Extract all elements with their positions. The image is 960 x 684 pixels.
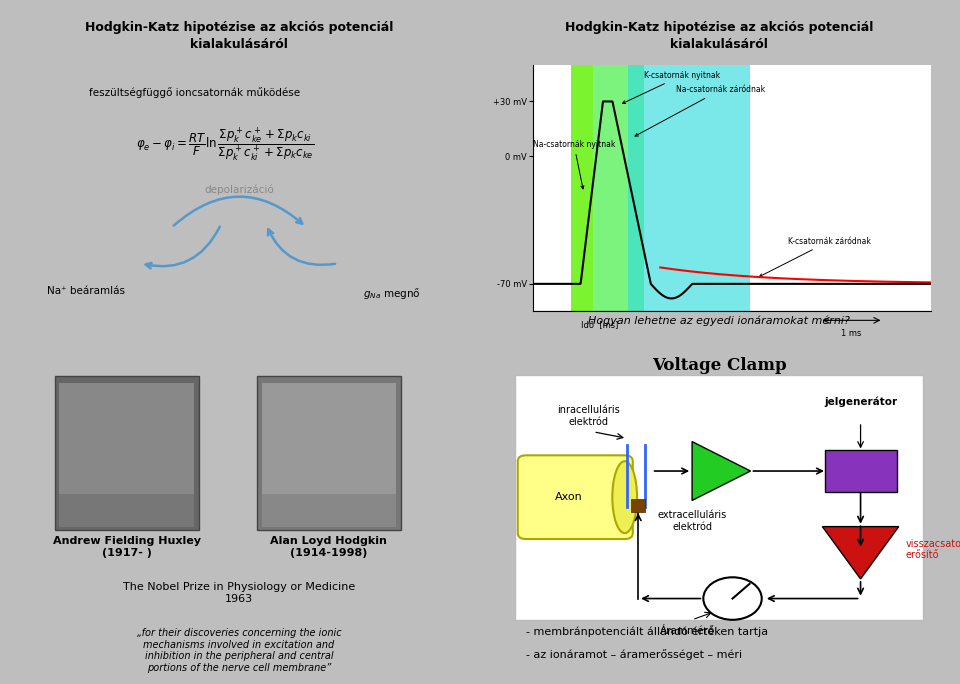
Polygon shape — [823, 527, 899, 579]
Text: Na-csatornák záródnak: Na-csatornák záródnak — [635, 86, 765, 136]
Text: Idő  [ms]: Idő [ms] — [581, 320, 618, 329]
Bar — [55, 376, 199, 530]
Bar — [60, 383, 194, 494]
Text: extracelluláris
elektród: extracelluláris elektród — [658, 510, 727, 532]
Text: inracelluláris
elektród: inracelluláris elektród — [558, 406, 620, 427]
Text: Na-csatornák nyitnak: Na-csatornák nyitnak — [533, 140, 615, 189]
Text: Andrew Fielding Huxley
(1917- ): Andrew Fielding Huxley (1917- ) — [53, 536, 201, 558]
Text: K-csatornák záródnak: K-csatornák záródnak — [759, 237, 871, 276]
Text: Hodgkin-Katz hipotézise az akciós potenciál
kialakulásáról: Hodgkin-Katz hipotézise az akciós potenc… — [84, 21, 394, 51]
Text: Voltage Clamp: Voltage Clamp — [652, 356, 786, 373]
Bar — [632, 499, 645, 512]
Text: Axon: Axon — [555, 492, 583, 502]
Text: depolarizáció: depolarizáció — [204, 184, 274, 195]
Text: feszültségfüggő ioncsatornák működése: feszültségfüggő ioncsatornák működése — [88, 87, 300, 98]
Text: - az ionáramot – áramerősséget – méri: - az ionáramot – áramerősséget – méri — [526, 649, 742, 660]
Text: Na⁺ beáramlás: Na⁺ beáramlás — [47, 287, 126, 296]
Bar — [257, 376, 400, 530]
Text: jelgenerátor: jelgenerátor — [824, 397, 898, 407]
FancyBboxPatch shape — [515, 375, 924, 620]
Text: Alan Loyd Hodgkin
(1914-1998): Alan Loyd Hodgkin (1914-1998) — [271, 536, 387, 558]
Text: Hodgkin-Katz hipotézise az akciós potenciál
kialakulásáról: Hodgkin-Katz hipotézise az akciós potenc… — [564, 21, 874, 51]
FancyBboxPatch shape — [825, 450, 897, 492]
Text: Hogyan lehetne az egyedi ionáramokat mérni?: Hogyan lehetne az egyedi ionáramokat mér… — [588, 315, 850, 326]
Bar — [571, 65, 644, 311]
Text: „for their discoveries concerning the ionic
mechanisms involved in excitation an: „for their discoveries concerning the io… — [136, 628, 342, 673]
Bar — [571, 65, 593, 311]
Text: Árammérő: Árammérő — [660, 627, 715, 636]
Bar — [60, 494, 194, 527]
Text: 1 ms: 1 ms — [841, 330, 862, 339]
Bar — [261, 383, 396, 494]
Text: - membránpotenciált állandó értéken tartja: - membránpotenciált állandó értéken tart… — [526, 627, 768, 637]
FancyBboxPatch shape — [517, 456, 633, 539]
Circle shape — [704, 577, 761, 620]
Text: visszacsatolt
erősítő: visszacsatolt erősítő — [905, 539, 960, 560]
Polygon shape — [692, 442, 751, 501]
Text: K-csatornák nyitnak: K-csatornák nyitnak — [622, 70, 720, 103]
Text: $g_{Na}$ megnő: $g_{Na}$ megnő — [363, 287, 420, 301]
Ellipse shape — [612, 461, 637, 533]
Bar — [629, 65, 750, 311]
Bar — [261, 494, 396, 527]
Text: The Nobel Prize in Physiology or Medicine
1963: The Nobel Prize in Physiology or Medicin… — [123, 582, 355, 604]
Text: $\varphi_e - \varphi_i = \dfrac{RT}{F}\ln\dfrac{\Sigma p_k^+ c_{ke}^+ + \Sigma p: $\varphi_e - \varphi_i = \dfrac{RT}{F}\l… — [136, 126, 315, 163]
